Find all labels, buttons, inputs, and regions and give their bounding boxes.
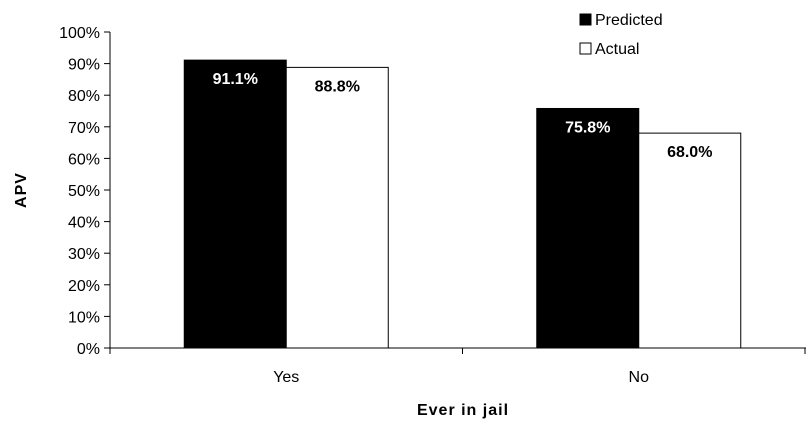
legend-label: Actual (595, 41, 639, 58)
data-label: 91.1% (213, 71, 258, 88)
x-axis: Yes No (109, 347, 806, 386)
y-tick-label: 90% (68, 57, 100, 74)
legend-swatch (579, 42, 592, 55)
data-label: 68.0% (667, 144, 712, 161)
x-tick-label: No (629, 369, 650, 386)
legend-label: Predicted (595, 12, 663, 29)
legend: Predicted Actual (579, 12, 663, 58)
y-tick-label: 20% (68, 278, 100, 295)
y-tick-label: 60% (68, 151, 100, 168)
y-axis-title: APV (13, 172, 30, 208)
y-tick-label: 30% (68, 246, 100, 263)
y-tick-label: 100% (59, 25, 100, 42)
legend-swatch (579, 13, 592, 26)
x-tick-label: Yes (273, 369, 299, 386)
y-tick-label: 40% (68, 215, 100, 232)
y-axis: 0% 10% 20% 30% 40% 50% 60% 70% 80% 90% 100% (59, 25, 111, 358)
data-labels: 91.1% 88.8% 75.8% 68.0% (213, 71, 713, 161)
bars (183, 59, 742, 349)
data-label: 88.8% (315, 78, 360, 95)
y-tick-label: 70% (68, 120, 100, 137)
y-tick-label: 80% (68, 88, 100, 105)
bar-actual-yes (285, 66, 389, 349)
y-tick-label: 50% (68, 183, 100, 200)
bar-predicted-no (536, 107, 640, 349)
data-label: 75.8% (565, 119, 610, 136)
y-tick-label: 0% (77, 341, 100, 358)
y-tick-label: 10% (68, 309, 100, 326)
x-axis-title: Ever in jail (417, 402, 509, 419)
bar-actual-no (638, 132, 742, 349)
bar-predicted-yes (183, 59, 287, 349)
